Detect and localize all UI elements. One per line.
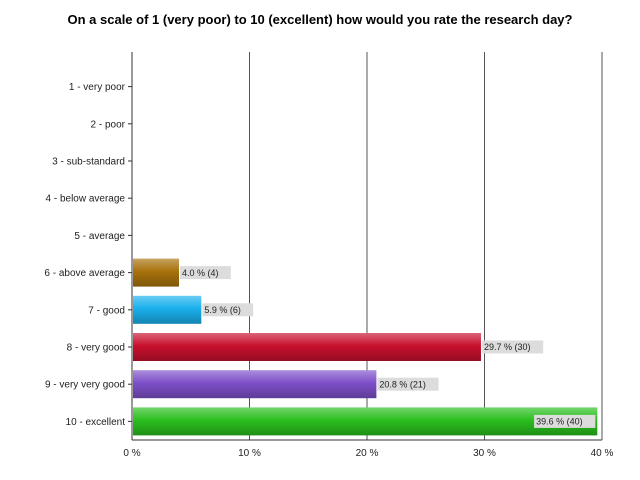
category-label: 1 - very poor bbox=[69, 82, 126, 93]
bars bbox=[133, 258, 598, 436]
axes bbox=[128, 52, 602, 441]
bar bbox=[133, 407, 598, 436]
category-label: 8 - very good bbox=[67, 343, 125, 354]
category-label: 3 - sub-standard bbox=[52, 157, 125, 168]
category-label: 5 - average bbox=[74, 231, 125, 242]
x-tick-label: 10 % bbox=[238, 448, 261, 459]
tick-labels: 0 % 10 % 20 % 30 % 40 % bbox=[123, 448, 613, 459]
data-label-background bbox=[534, 414, 596, 428]
category-label: 4 - below average bbox=[46, 194, 126, 205]
data-label: 39.6 % (40) bbox=[536, 417, 583, 427]
chart-title: On a scale of 1 (very poor) to 10 (excel… bbox=[68, 12, 573, 27]
category-label: 9 - very very good bbox=[45, 380, 125, 391]
data-label: 5.9 % (6) bbox=[204, 305, 241, 315]
bar bbox=[133, 258, 179, 287]
data-label-background bbox=[180, 266, 231, 280]
category-label: 7 - good bbox=[88, 305, 125, 316]
data-label: 4.0 % (4) bbox=[182, 268, 219, 278]
data-label-background bbox=[481, 340, 544, 354]
x-tick-label: 20 % bbox=[356, 448, 379, 459]
data-labels: 4.0 % (4) 5.9 % (6) 29.7 % (30) 20.8 % (21)… bbox=[180, 266, 596, 428]
bar bbox=[133, 370, 377, 399]
category-labels: 1 - very poor 2 - poor 3 - sub-standard 4 -… bbox=[44, 82, 125, 428]
x-tick-label: 0 % bbox=[123, 448, 140, 459]
bar bbox=[133, 333, 481, 361]
data-label: 29.7 % (30) bbox=[484, 342, 531, 352]
category-label: 6 - above average bbox=[44, 268, 125, 279]
x-tick-label: 40 % bbox=[591, 448, 614, 459]
data-label-background bbox=[377, 377, 439, 391]
bar bbox=[133, 295, 202, 324]
category-label: 2 - poor bbox=[91, 119, 126, 130]
category-label: 10 - excellent bbox=[66, 417, 126, 428]
data-label-background bbox=[202, 303, 254, 317]
x-tick-label: 30 % bbox=[473, 448, 496, 459]
data-label: 20.8 % (21) bbox=[379, 379, 426, 389]
